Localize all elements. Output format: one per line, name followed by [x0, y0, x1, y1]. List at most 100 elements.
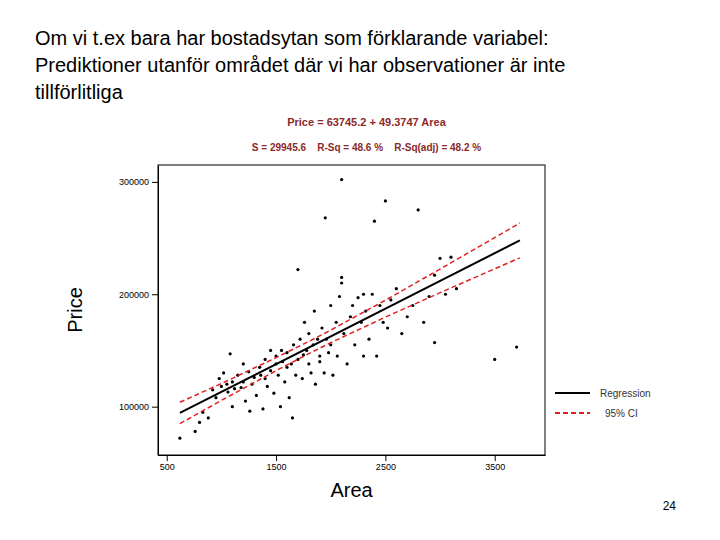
data-point — [367, 338, 370, 341]
data-point — [309, 371, 312, 374]
data-point — [346, 362, 349, 365]
data-point — [327, 351, 330, 354]
data-point — [258, 366, 261, 369]
data-point — [433, 274, 436, 277]
x-axis: 500 1500 2500 3500 — [159, 455, 546, 472]
x-tick: 500 — [160, 455, 175, 472]
y-tick: 200000 — [119, 290, 158, 300]
data-point — [218, 377, 221, 380]
x-tick-label: 1500 — [267, 462, 287, 472]
data-point — [382, 321, 385, 324]
data-point — [231, 380, 234, 383]
data-point — [291, 416, 294, 419]
data-point — [194, 430, 197, 433]
data-point — [280, 349, 283, 352]
data-point — [307, 332, 310, 335]
x-tick: 2500 — [376, 455, 396, 472]
y-tick-label: 300000 — [119, 177, 149, 187]
data-point — [318, 354, 321, 357]
data-point — [389, 298, 392, 301]
data-point — [269, 349, 272, 352]
data-point — [261, 407, 264, 410]
data-point — [198, 421, 201, 424]
data-point — [220, 385, 223, 388]
data-point — [294, 374, 297, 377]
data-point — [340, 281, 343, 284]
data-point — [356, 296, 359, 299]
slide-text: Prediktioner utanför området där vi har … — [35, 54, 565, 76]
data-point — [214, 396, 217, 399]
data-point — [279, 405, 282, 408]
data-point — [285, 351, 288, 354]
data-point — [406, 315, 409, 318]
data-point — [266, 385, 269, 388]
data-point — [318, 360, 321, 363]
legend-swatch — [555, 392, 590, 394]
data-point — [229, 352, 232, 355]
data-point — [244, 399, 247, 402]
x-axis-line — [159, 455, 546, 456]
data-point — [362, 293, 365, 296]
slide: Om vi t.ex bara har bostadsytan som förk… — [0, 0, 720, 540]
data-point — [336, 354, 339, 357]
data-point — [307, 362, 310, 365]
data-point — [438, 257, 441, 260]
data-point — [335, 321, 338, 324]
data-point — [417, 208, 420, 211]
legend-label: Regression — [600, 388, 651, 399]
data-point — [316, 338, 319, 341]
data-point — [324, 216, 327, 219]
data-point — [422, 321, 425, 324]
plot-frame — [158, 165, 545, 455]
x-axis-title: Area — [330, 479, 373, 501]
x-tick: 3500 — [485, 455, 505, 472]
chart-subtitle: S = 29945.6 R-Sq = 48.6 % R-Sq(adj) = 48… — [252, 142, 481, 153]
y-tick-mark — [152, 407, 158, 408]
y-tick-mark — [152, 294, 158, 295]
data-point — [288, 396, 291, 399]
data-point — [292, 343, 295, 346]
data-point — [444, 293, 447, 296]
data-point — [371, 293, 374, 296]
data-point — [207, 416, 210, 419]
data-point — [362, 354, 365, 357]
x-tick-label: 500 — [160, 462, 175, 472]
y-tick-mark — [152, 182, 158, 183]
legend: Regression95% CI — [555, 388, 651, 419]
y-tick: 300000 — [119, 177, 158, 187]
x-tick-mark — [385, 455, 386, 461]
data-point — [375, 354, 378, 357]
data-point — [340, 276, 343, 279]
data-point — [349, 315, 352, 318]
data-point — [384, 199, 387, 202]
data-point — [269, 369, 272, 372]
data-point — [225, 383, 228, 386]
data-point — [264, 358, 267, 361]
data-point — [226, 390, 229, 393]
data-point — [231, 405, 234, 408]
y-axis-title: Price — [64, 287, 86, 333]
data-point — [255, 394, 258, 397]
data-point — [340, 178, 343, 181]
data-point — [455, 287, 458, 290]
data-point — [239, 386, 242, 389]
data-point — [378, 304, 381, 307]
data-point — [338, 295, 341, 298]
data-point — [313, 310, 316, 313]
x-tick: 1500 — [267, 455, 287, 472]
line-values — [180, 240, 520, 413]
y-tick-label: 200000 — [119, 290, 149, 300]
data-point — [515, 345, 518, 348]
data-point — [303, 321, 306, 324]
data-point — [353, 343, 356, 346]
data-point — [296, 268, 299, 271]
slide-text: tillförlitliga — [35, 81, 124, 103]
x-tick-label: 3500 — [485, 462, 505, 472]
data-point — [299, 338, 302, 341]
data-point — [233, 387, 236, 390]
data-point — [331, 374, 334, 377]
data-point — [395, 287, 398, 290]
data-point — [178, 437, 181, 440]
data-point — [272, 392, 275, 395]
data-point — [400, 332, 403, 335]
